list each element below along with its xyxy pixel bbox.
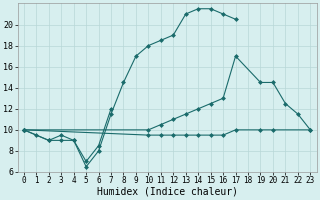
- X-axis label: Humidex (Indice chaleur): Humidex (Indice chaleur): [97, 187, 237, 197]
